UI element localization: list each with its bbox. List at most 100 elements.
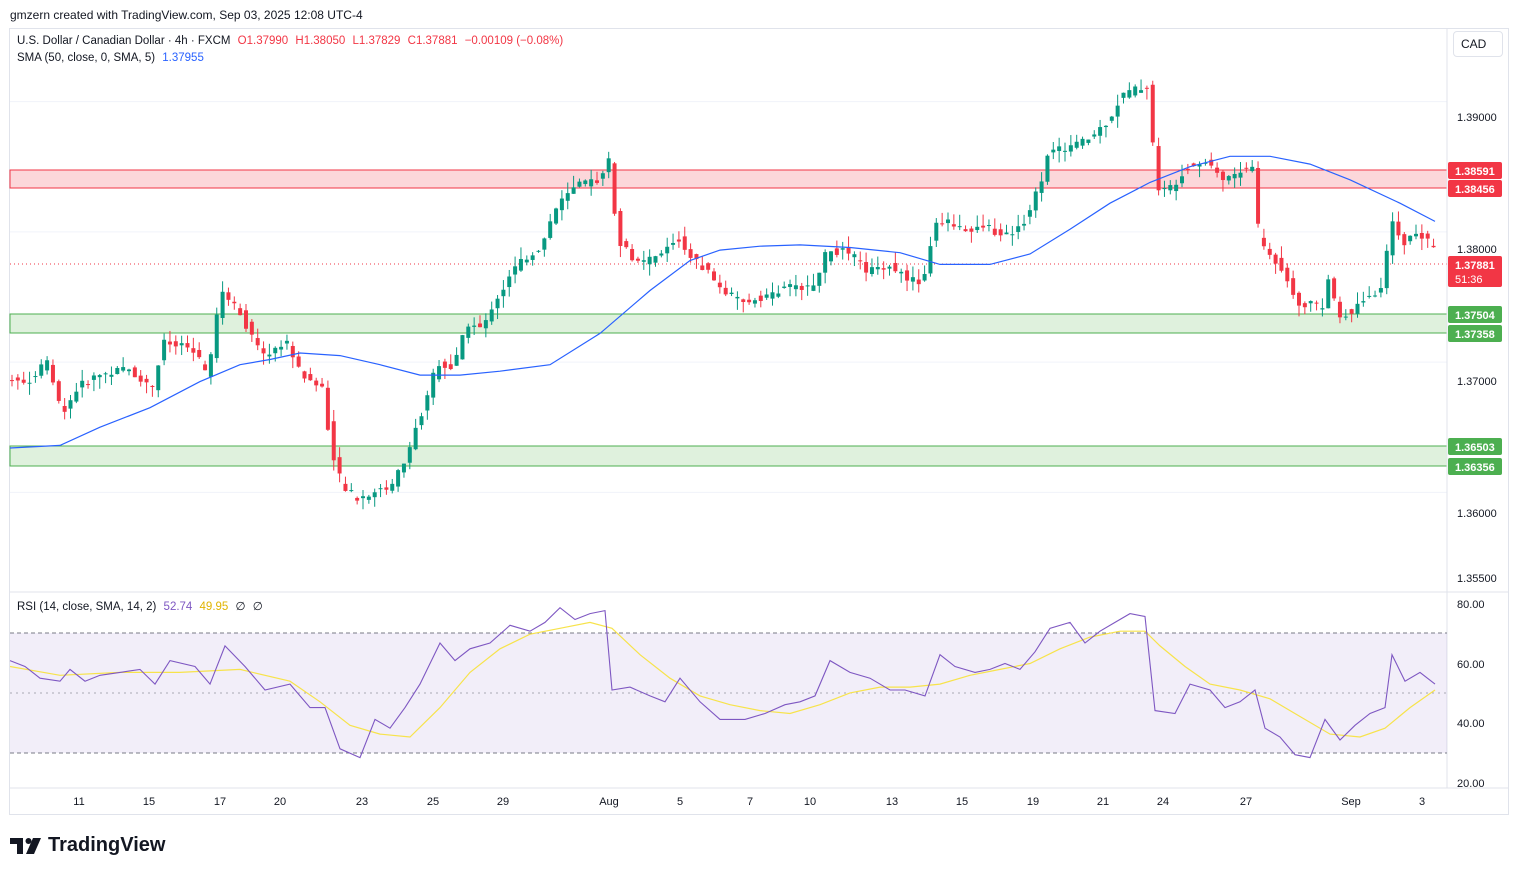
resistance-top-badge: 1.38591 (1455, 166, 1495, 178)
candle-body (249, 321, 254, 335)
sma-line (9, 155, 1436, 449)
candle-body (1027, 210, 1032, 217)
time-label: 11 (73, 796, 84, 808)
candle-body (279, 346, 284, 350)
tradingview-logo: TradingView (10, 834, 165, 857)
candle-body (764, 294, 769, 298)
candle-body (460, 335, 465, 360)
candle-body (723, 287, 728, 295)
candle-body (887, 266, 892, 269)
resistance-bottom-badge: 1.38456 (1455, 184, 1495, 196)
badge-bg (1448, 256, 1502, 287)
time-label: 23 (356, 796, 368, 808)
candle-body (80, 380, 85, 388)
candle-body (308, 374, 313, 381)
resistance-zone (9, 169, 1448, 189)
rsi-tick: 60.00 (1457, 659, 1485, 671)
time-label: 7 (747, 796, 753, 808)
candle-body (1215, 167, 1220, 173)
candle-body (589, 179, 594, 187)
candles (10, 79, 1436, 510)
ohlc-open: O1.37990 (237, 35, 289, 47)
candle-body (1033, 191, 1038, 211)
price-tick: 1.36000 (1457, 508, 1497, 520)
candle-body (1402, 234, 1407, 246)
rsi-extra-1: ∅ (235, 601, 246, 613)
rsi-legend[interactable]: RSI (14, close, SMA, 14, 2) 52.74 49.95 … (17, 599, 267, 613)
candle-body (62, 406, 67, 412)
candle-body (1302, 303, 1307, 308)
sma-legend[interactable]: SMA (50, close, 0, SMA, 5) 1.37955 (17, 52, 208, 64)
symbol-legend[interactable]: U.S. Dollar / Canadian Dollar · 4h · FXC… (17, 35, 567, 47)
candle-body (1226, 176, 1231, 181)
candle-body (998, 229, 1003, 236)
support1-bottom-badge: 1.37358 (1455, 329, 1495, 341)
support2-bottom-badge: 1.36356 (1455, 462, 1495, 474)
candle-body (788, 284, 793, 287)
candle-body (325, 387, 330, 430)
time-label: 17 (214, 796, 226, 808)
candle-body (706, 263, 711, 270)
candle-body (963, 229, 968, 232)
candle-body (671, 242, 676, 245)
candle-body (349, 490, 354, 492)
candle-body (1162, 188, 1167, 190)
rsi-tick: 80.00 (1457, 599, 1485, 611)
candle-body (624, 241, 629, 248)
candle-body (951, 224, 956, 227)
candle-body (478, 323, 482, 328)
rsi-label: RSI (14, close, SMA, 14, 2) (17, 601, 157, 613)
chart-frame[interactable] (9, 28, 1509, 815)
candle-body (635, 258, 640, 261)
support-zone-upper (9, 313, 1448, 334)
candle-body (665, 246, 670, 254)
candle-body (946, 219, 950, 224)
candle-body (448, 364, 453, 370)
candle-body (1115, 105, 1120, 117)
candle-body (220, 291, 225, 319)
candle-body (1355, 303, 1360, 314)
candle-body (167, 341, 172, 345)
candle-body (548, 221, 553, 238)
candle-body (905, 270, 910, 281)
candle-body (1367, 295, 1372, 297)
candle-body (647, 256, 652, 265)
candle-body (86, 384, 91, 386)
candle-body (1384, 250, 1389, 289)
candle-body (524, 259, 529, 263)
badge-bg (1448, 438, 1502, 455)
candle-body (1349, 309, 1354, 314)
candle-body (290, 345, 295, 358)
candle-body (396, 470, 401, 487)
candle-body (1109, 116, 1114, 121)
ohlc-low: L1.37829 (352, 35, 401, 47)
candle-body (799, 285, 804, 290)
candle-body (758, 295, 763, 301)
time-label: Sep (1341, 796, 1361, 808)
candle-body (922, 274, 927, 281)
candle-body (1291, 278, 1296, 295)
candle-body (495, 298, 500, 309)
candle-body (109, 374, 114, 377)
candle-body (817, 272, 822, 286)
tradingview-logo-icon (10, 837, 41, 854)
candle-body (91, 375, 96, 380)
candle-body (858, 260, 863, 262)
last-price-badge: 1.37881 (1455, 260, 1495, 272)
rsi-tick: 40.00 (1457, 718, 1485, 730)
candle-body (981, 225, 986, 228)
candle-body (846, 247, 851, 254)
candle-body (115, 367, 120, 375)
candle-body (1308, 301, 1313, 304)
rsi-extra-2: ∅ (252, 601, 263, 613)
candle-body (138, 375, 143, 382)
currency-button[interactable]: CAD (1453, 31, 1503, 57)
candle-body (829, 251, 833, 262)
candle-body (542, 238, 547, 250)
candle-body (179, 343, 184, 346)
candle-body (986, 225, 991, 227)
badge-bg (1448, 162, 1502, 179)
candle-body (442, 361, 447, 368)
rsi-line (9, 606, 1436, 759)
